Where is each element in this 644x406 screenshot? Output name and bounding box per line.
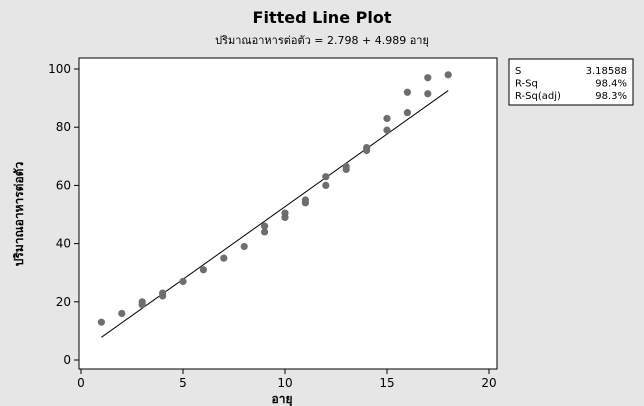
- data-point: [159, 289, 167, 297]
- axes: 0 5 10 15 20 0 20 40 60 80 100: [48, 62, 497, 390]
- x-tick-label: 10: [277, 376, 292, 390]
- data-point: [444, 71, 452, 79]
- data-point: [97, 318, 105, 326]
- x-tick-label: 20: [481, 376, 496, 390]
- data-point: [403, 109, 411, 117]
- stats-box: S 3.18588 R-Sq 98.4% R-Sq(adj) 98.3%: [508, 58, 634, 106]
- data-point: [301, 196, 309, 204]
- data-point: [199, 266, 207, 274]
- data-point: [261, 228, 269, 236]
- data-point: [424, 74, 432, 82]
- data-point: [322, 181, 330, 189]
- y-tick-label: 80: [56, 120, 71, 134]
- stats-box-frame: [508, 58, 634, 106]
- data-point: [403, 88, 411, 96]
- data-point: [424, 90, 432, 98]
- stat-value: 98.4%: [595, 79, 627, 90]
- data-point: [179, 277, 187, 286]
- chart-title: Fitted Line Plot: [253, 8, 392, 27]
- x-tick-label: 15: [379, 376, 394, 390]
- chart-subtitle: ปริมาณอาหารต่อตัว = 2.798 + 4.989 อายุ: [215, 34, 429, 47]
- stat-value: 3.18588: [586, 66, 627, 77]
- stat-label: R-Sq(adj): [515, 91, 561, 102]
- data-point: [261, 222, 269, 230]
- data-point: [118, 309, 126, 318]
- y-axis-label: ปริมาณอาหารต่อตัว: [12, 162, 26, 267]
- data-point: [281, 209, 289, 217]
- stat-label: R-Sq: [515, 79, 538, 90]
- data-point: [220, 254, 228, 262]
- data-point: [240, 242, 248, 251]
- x-tick-label: 0: [77, 376, 85, 390]
- y-tick-label: 60: [56, 178, 71, 192]
- x-axis-label: อายุ: [272, 392, 293, 406]
- x-tick-label: 5: [179, 376, 187, 390]
- y-tick-label: 0: [63, 353, 71, 367]
- y-tick-label: 20: [56, 295, 71, 309]
- data-point: [138, 298, 146, 306]
- y-tick-label: 100: [48, 62, 71, 76]
- stat-value: 98.3%: [595, 91, 627, 102]
- data-points: [97, 71, 452, 326]
- data-point: [383, 114, 391, 123]
- stat-label: S: [515, 66, 521, 77]
- data-point: [322, 173, 330, 181]
- y-tick-label: 40: [56, 237, 71, 251]
- data-point: [383, 126, 391, 134]
- data-point: [342, 162, 350, 171]
- data-point: [363, 143, 371, 152]
